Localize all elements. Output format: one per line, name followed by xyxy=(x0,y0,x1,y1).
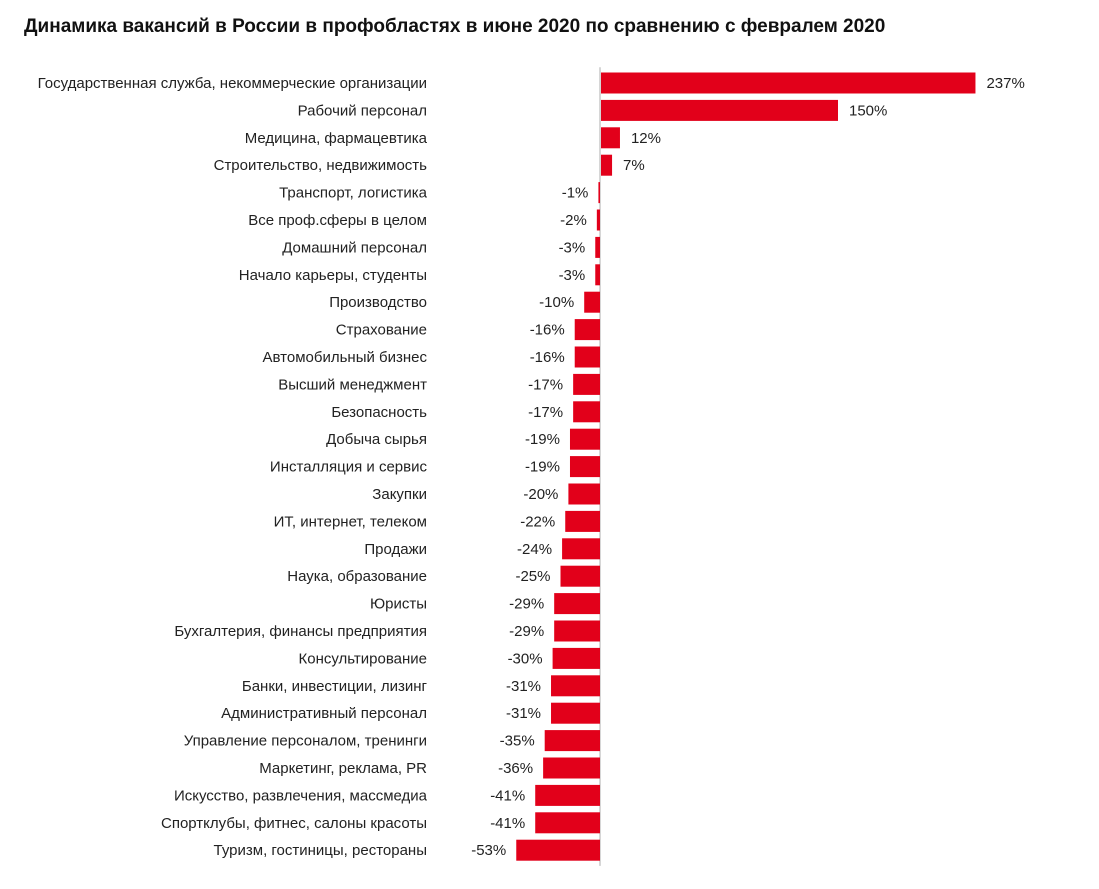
category-label: Государственная служба, некоммерческие о… xyxy=(38,75,427,92)
bar xyxy=(551,675,600,697)
value-label: -41% xyxy=(490,815,525,832)
bar xyxy=(535,784,600,806)
category-label: Начало карьеры, студенты xyxy=(239,267,427,284)
bar xyxy=(595,264,600,286)
value-label: -22% xyxy=(520,513,555,530)
bar xyxy=(543,757,600,779)
bar xyxy=(535,812,600,834)
value-label: -3% xyxy=(559,239,586,256)
value-label: 7% xyxy=(623,157,645,174)
category-label: Строительство, недвижимость xyxy=(214,157,428,174)
category-label: Маркетинг, реклама, PR xyxy=(259,760,427,777)
bar xyxy=(569,428,600,450)
category-label: Спортклубы, фитнес, салоны красоты xyxy=(161,815,427,832)
bar xyxy=(551,702,600,724)
chart-title: Динамика вакансий в России в профобластя… xyxy=(24,16,886,37)
category-label: Автомобильный бизнес xyxy=(263,349,428,366)
category-label: Домашний персонал xyxy=(282,239,427,256)
bar xyxy=(601,72,976,94)
bar xyxy=(554,593,600,615)
category-label: Закупки xyxy=(372,486,427,503)
category-label: Административный персонал xyxy=(221,705,427,722)
category-label: Юристы xyxy=(370,596,427,613)
category-label: ИТ, интернет, телеком xyxy=(274,513,427,530)
bar xyxy=(601,99,838,121)
bar xyxy=(601,154,613,176)
bar xyxy=(595,236,600,258)
bar xyxy=(552,647,600,669)
bar xyxy=(560,565,600,587)
value-label: -17% xyxy=(528,404,563,421)
category-label: Транспорт, логистика xyxy=(279,185,428,202)
value-label: -25% xyxy=(515,568,550,585)
bar xyxy=(569,456,600,478)
category-label: Искусство, развлечения, массмедиа xyxy=(174,787,428,804)
bar xyxy=(562,538,600,560)
value-label: -19% xyxy=(525,431,560,448)
value-label: -16% xyxy=(530,349,565,366)
category-label: Бухгалтерия, финансы предприятия xyxy=(174,623,427,640)
category-label: Рабочий персонал xyxy=(298,102,427,119)
bar xyxy=(544,730,600,752)
value-label: -3% xyxy=(559,267,586,284)
category-label: Туризм, гостиницы, рестораны xyxy=(214,842,427,859)
value-label: -16% xyxy=(530,322,565,339)
category-label: Страхование xyxy=(336,322,427,339)
value-label: -30% xyxy=(508,650,543,667)
value-label: -36% xyxy=(498,760,533,777)
bar xyxy=(516,839,600,861)
bar xyxy=(565,510,600,532)
value-label: -31% xyxy=(506,705,541,722)
value-label: -24% xyxy=(517,541,552,558)
category-label: Консультирование xyxy=(298,650,427,667)
bar xyxy=(601,127,620,149)
value-label: -53% xyxy=(471,842,506,859)
category-label: Инсталляция и сервис xyxy=(270,459,428,476)
category-label: Производство xyxy=(329,294,427,311)
value-label: -20% xyxy=(523,486,558,503)
bar xyxy=(596,209,600,231)
value-label: 237% xyxy=(986,75,1024,92)
category-label: Все проф.сферы в целом xyxy=(248,212,427,229)
bar xyxy=(598,182,600,204)
category-label: Безопасность xyxy=(331,404,427,421)
category-label: Продажи xyxy=(364,541,427,558)
value-label: -2% xyxy=(560,212,587,229)
value-label: 150% xyxy=(849,102,887,119)
value-label: -17% xyxy=(528,376,563,393)
category-label: Медицина, фармацевтика xyxy=(245,130,428,147)
bar xyxy=(574,319,600,341)
bar xyxy=(574,346,600,368)
bar xyxy=(584,291,600,313)
category-label: Добыча сырья xyxy=(326,431,427,448)
bar xyxy=(568,483,600,505)
value-label: -1% xyxy=(562,185,589,202)
value-label: -35% xyxy=(500,733,535,750)
bar xyxy=(554,620,600,642)
value-label: -29% xyxy=(509,596,544,613)
value-label: -10% xyxy=(539,294,574,311)
value-label: -19% xyxy=(525,459,560,476)
bar xyxy=(573,401,600,423)
category-label: Банки, инвестиции, лизинг xyxy=(242,678,428,695)
value-label: -41% xyxy=(490,787,525,804)
value-label: 12% xyxy=(631,130,661,147)
value-label: -31% xyxy=(506,678,541,695)
bar xyxy=(573,373,600,395)
category-label: Управление персоналом, тренинги xyxy=(184,733,427,750)
category-label: Наука, образование xyxy=(287,568,427,585)
category-label: Высший менеджмент xyxy=(278,376,427,393)
value-label: -29% xyxy=(509,623,544,640)
